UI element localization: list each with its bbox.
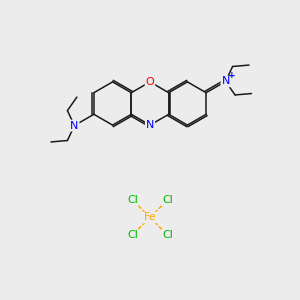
Text: O: O: [146, 77, 154, 87]
Text: Cl: Cl: [127, 195, 138, 205]
Text: Fe: Fe: [144, 212, 156, 223]
Text: Cl: Cl: [162, 195, 173, 205]
Text: Cl: Cl: [127, 230, 138, 240]
Text: Cl: Cl: [162, 230, 173, 240]
Text: N: N: [70, 121, 79, 130]
Text: N: N: [146, 120, 154, 130]
Text: N: N: [221, 76, 230, 86]
Text: +: +: [228, 71, 236, 80]
